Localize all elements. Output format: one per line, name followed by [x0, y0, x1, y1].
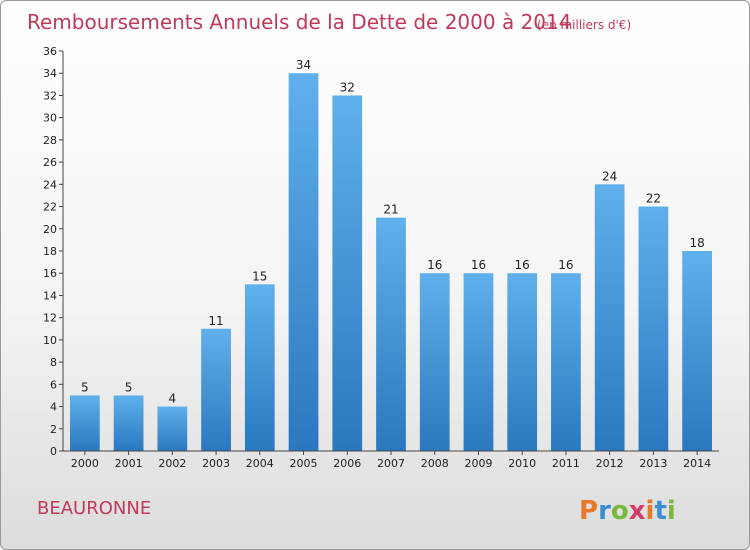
bar	[551, 273, 581, 451]
bar	[244, 284, 275, 451]
bar-value-label: 11	[208, 314, 223, 328]
y-tick-label: 36	[43, 45, 57, 58]
y-tick-label: 34	[43, 67, 57, 80]
x-tick-label: 2013	[639, 457, 667, 470]
y-tick-label: 18	[43, 245, 57, 258]
commune-name: BEAURONNE	[37, 498, 151, 519]
bar-value-label: 16	[558, 258, 573, 272]
y-tick-label: 8	[50, 356, 57, 369]
chart-title: Remboursements Annuels de la Dette de 20…	[27, 10, 571, 34]
bar	[69, 395, 100, 451]
bar-value-label: 16	[515, 258, 530, 272]
x-tick-label: 2014	[683, 457, 711, 470]
x-tick-label: 2005	[290, 457, 318, 470]
x-tick-label: 2011	[552, 457, 580, 470]
y-tick-label: 32	[43, 89, 57, 102]
bar	[638, 206, 669, 451]
bar	[594, 184, 625, 452]
bar-value-label: 15	[252, 269, 267, 283]
bar	[288, 73, 319, 451]
bar-value-label: 34	[296, 58, 311, 72]
bar	[332, 95, 363, 451]
x-axis: 2000 2001 2002 2003 2004 2005 2006 2007 2008 2009…	[63, 450, 719, 470]
bar	[419, 273, 450, 451]
x-tick-label: 2009	[464, 457, 492, 470]
x-tick-label: 2012	[596, 457, 624, 470]
bar	[682, 251, 713, 451]
bar	[376, 217, 406, 451]
x-tick-label: 2010	[508, 457, 536, 470]
y-tick-label: 26	[43, 156, 57, 169]
y-tick-label: 30	[43, 112, 57, 125]
bar-value-label: 5	[125, 380, 133, 394]
y-tick-label: 24	[43, 178, 57, 191]
chart-unit: (en milliers d'€)	[537, 18, 631, 32]
x-tick-label: 2001	[115, 457, 143, 470]
logo-text: Proxiti	[579, 496, 676, 526]
bar	[507, 273, 538, 451]
bar-value-label: 21	[383, 203, 398, 217]
y-tick-label: 20	[43, 223, 57, 236]
x-tick-label: 2002	[158, 457, 186, 470]
x-tick-label: 2003	[202, 457, 230, 470]
y-tick-label: 16	[43, 267, 57, 280]
y-tick-label: 4	[50, 401, 57, 414]
bar-value-label: 32	[340, 80, 355, 94]
y-tick-label: 2	[50, 423, 57, 436]
x-tick-label: 2000	[71, 457, 99, 470]
y-tick-label: 28	[43, 134, 57, 147]
x-tick-label: 2004	[246, 457, 274, 470]
y-tick-label: 12	[43, 312, 57, 325]
y-tick-label: 10	[43, 334, 57, 347]
x-tick-label: 2007	[377, 457, 405, 470]
x-tick-label: 2006	[333, 457, 361, 470]
y-tick-label: 0	[50, 445, 57, 458]
bars: 5 5 4 11 15 34 32 21 16 16 16 16 24 22 18	[69, 58, 713, 452]
x-tick-label: 2008	[421, 457, 449, 470]
bar-value-label: 18	[689, 236, 704, 250]
proxiti-logo: Proxiti	[579, 496, 676, 526]
bar	[463, 273, 494, 451]
bar-value-label: 22	[646, 192, 661, 206]
bar	[113, 395, 144, 451]
y-tick-label: 22	[43, 201, 57, 214]
bar	[201, 328, 231, 451]
bar-value-label: 4	[169, 392, 177, 406]
bar	[157, 406, 188, 451]
bar-value-label: 5	[81, 380, 89, 394]
y-tick-label: 6	[50, 378, 57, 391]
y-tick-label: 14	[43, 289, 57, 302]
bar-value-label: 16	[427, 258, 442, 272]
bar-value-label: 16	[471, 258, 486, 272]
bar-value-label: 24	[602, 169, 617, 183]
